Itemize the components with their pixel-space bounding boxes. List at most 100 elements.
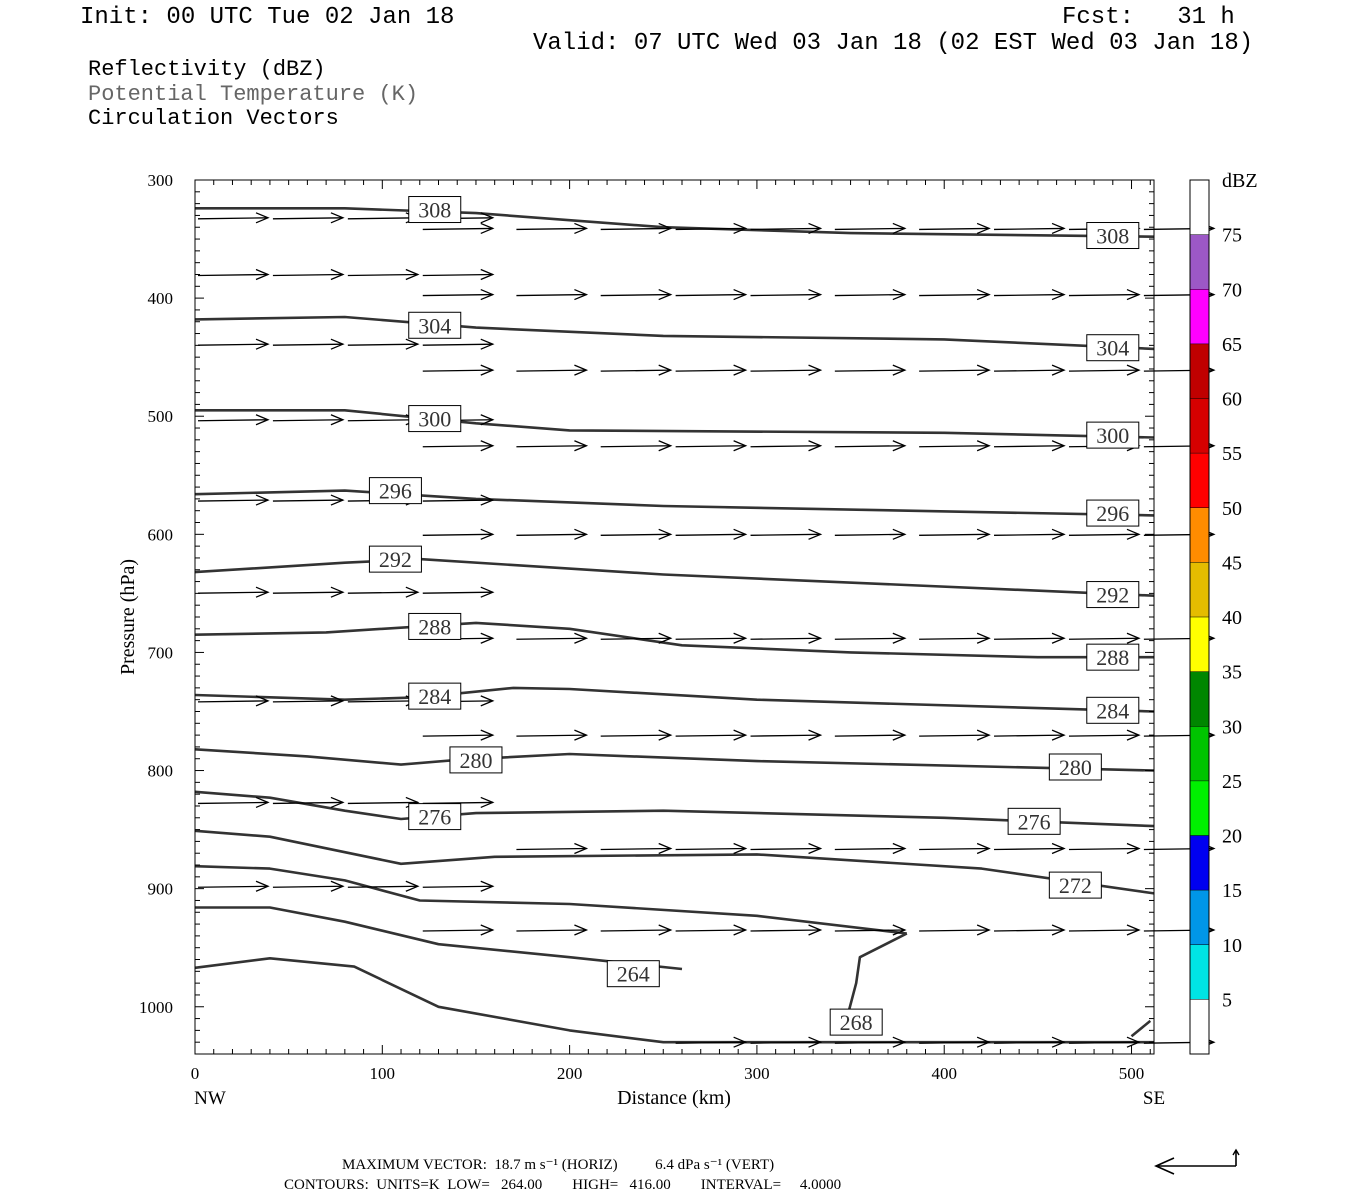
colorbar-label: 25 bbox=[1222, 771, 1242, 793]
x-tick-label: 0 bbox=[191, 1064, 200, 1083]
circulation-vector bbox=[919, 632, 991, 644]
circulation-vector bbox=[422, 729, 495, 741]
contour-label-300: 300 bbox=[408, 405, 462, 433]
theta-contour-10 bbox=[194, 864, 907, 935]
circulation-vector bbox=[750, 924, 823, 936]
circulation-vector bbox=[516, 288, 589, 301]
colorbar-cell bbox=[1190, 671, 1209, 727]
theta-contour-300 bbox=[195, 408, 1155, 439]
circulation-vector bbox=[750, 288, 823, 301]
y-tick-label: 800 bbox=[148, 762, 174, 781]
reflectivity-legend-line: Reflectivity (dBZ) bbox=[88, 57, 326, 82]
svg-text:308: 308 bbox=[418, 198, 451, 223]
contour-label-304: 304 bbox=[408, 311, 462, 339]
contour-label-288: 288 bbox=[408, 612, 462, 640]
circulation-vector bbox=[600, 288, 673, 301]
svg-text:300: 300 bbox=[418, 407, 451, 432]
x-tick-label: 300 bbox=[744, 1064, 770, 1083]
circulation-vector bbox=[1068, 364, 1141, 376]
circulation-vector bbox=[675, 924, 748, 936]
circulation-vector bbox=[422, 338, 495, 350]
circulation-vector bbox=[994, 729, 1066, 741]
colorbar-cell bbox=[1190, 726, 1209, 781]
circulation-vector bbox=[516, 924, 589, 936]
colorbar-cell bbox=[1190, 890, 1209, 945]
contour-label-276: 276 bbox=[408, 803, 462, 831]
plot-frame bbox=[194, 179, 1155, 1055]
circulation-vector bbox=[197, 586, 270, 598]
circulation-vector bbox=[600, 842, 673, 855]
reference-vector-icon bbox=[1154, 1148, 1240, 1175]
circulation-vector bbox=[919, 1036, 991, 1048]
y-tick-label: 900 bbox=[148, 880, 174, 899]
theta-contour-14 bbox=[1130, 1019, 1152, 1038]
colorbar: 5 10 15 20 25 30 35 40 45 50 55 60 65 70 75 bbox=[1189, 179, 1242, 1055]
circulation-vector bbox=[750, 440, 823, 452]
circulation-vector bbox=[919, 222, 991, 235]
colorbar-cell bbox=[1190, 343, 1209, 399]
circulation-vector bbox=[834, 1036, 907, 1048]
y-tick-label: 300 bbox=[148, 171, 174, 190]
circulation-vector bbox=[516, 440, 589, 452]
circulation-vector bbox=[516, 364, 589, 376]
colorbar-cell bbox=[1190, 780, 1209, 836]
colorbar-cell bbox=[1190, 835, 1209, 891]
axes: 0 100 200 300 400 500 300 400 500 600 700 800 900 100… bbox=[139, 171, 1154, 1083]
max-vector-note: MAXIMUM VECTOR: 18.7 m s⁻¹ (HORIZ) 6.4 d… bbox=[342, 1157, 775, 1173]
circulation-vector bbox=[197, 796, 270, 809]
circulation-vector bbox=[919, 528, 991, 540]
y-tick-label: 1000 bbox=[139, 998, 173, 1017]
circulation-vector bbox=[347, 212, 420, 224]
circulation-vector bbox=[834, 528, 907, 540]
circulation-vector bbox=[600, 528, 673, 540]
circulation-vector bbox=[675, 729, 748, 741]
contour-label-308: 308 bbox=[1086, 222, 1140, 250]
x-right-label: SE bbox=[1143, 1088, 1165, 1109]
contour-label-292: 292 bbox=[368, 545, 422, 573]
contour-label-308: 308 bbox=[408, 196, 462, 224]
svg-text:268: 268 bbox=[840, 1010, 873, 1035]
circulation-vector bbox=[1068, 924, 1141, 936]
y-tick-label: 600 bbox=[148, 525, 174, 544]
circulation-vector bbox=[994, 528, 1066, 540]
contour-label-296: 296 bbox=[368, 477, 422, 505]
contours-note: CONTOURS: UNITS=K LOW= 264.00 HIGH= 416.… bbox=[284, 1177, 842, 1193]
x-tick-label: 500 bbox=[1119, 1064, 1145, 1083]
theta-legend-line: Potential Temperature (K) bbox=[88, 82, 419, 107]
circulation-vector bbox=[272, 880, 345, 892]
circulation-vector bbox=[272, 268, 345, 281]
svg-text:300: 300 bbox=[1096, 423, 1129, 448]
colorbar-cell bbox=[1190, 944, 1209, 1000]
circulation-vector bbox=[347, 338, 420, 350]
valid-time: Valid: 07 UTC Wed 03 Jan 18 (02 EST Wed … bbox=[533, 30, 1254, 57]
circulation-vector bbox=[834, 440, 907, 452]
x-tick-label: 400 bbox=[931, 1064, 957, 1083]
svg-text:264: 264 bbox=[617, 962, 650, 987]
colorbar-cell bbox=[1190, 453, 1209, 508]
colorbar-cell bbox=[1190, 234, 1209, 290]
contour-label-304: 304 bbox=[1086, 334, 1140, 362]
contour-label-288: 288 bbox=[1086, 643, 1140, 671]
colorbar-unit: dBZ bbox=[1222, 170, 1258, 192]
circulation-vector bbox=[1068, 729, 1141, 741]
circulation-vector bbox=[197, 338, 270, 350]
colorbar-label: 10 bbox=[1222, 935, 1242, 957]
circulation-vector bbox=[197, 414, 270, 426]
circulation-vector bbox=[834, 288, 907, 301]
circulation-vector bbox=[272, 796, 345, 809]
circulation-vector bbox=[994, 632, 1066, 644]
circulation-vector bbox=[422, 528, 495, 540]
circulation-vector bbox=[834, 729, 907, 741]
circulation-vector bbox=[750, 364, 823, 376]
theta-contour-296 bbox=[194, 489, 1155, 517]
colorbar-label: 5 bbox=[1222, 989, 1232, 1011]
svg-text:296: 296 bbox=[379, 479, 412, 504]
circulation-vector bbox=[347, 268, 420, 281]
circulation-vector bbox=[675, 222, 748, 235]
circulation-vector bbox=[994, 364, 1066, 376]
circulation-vector bbox=[834, 924, 907, 936]
contour-label-284: 284 bbox=[1086, 696, 1140, 724]
svg-text:272: 272 bbox=[1059, 873, 1092, 898]
circulation-vector bbox=[834, 222, 907, 235]
x-tick-label: 100 bbox=[370, 1064, 396, 1083]
